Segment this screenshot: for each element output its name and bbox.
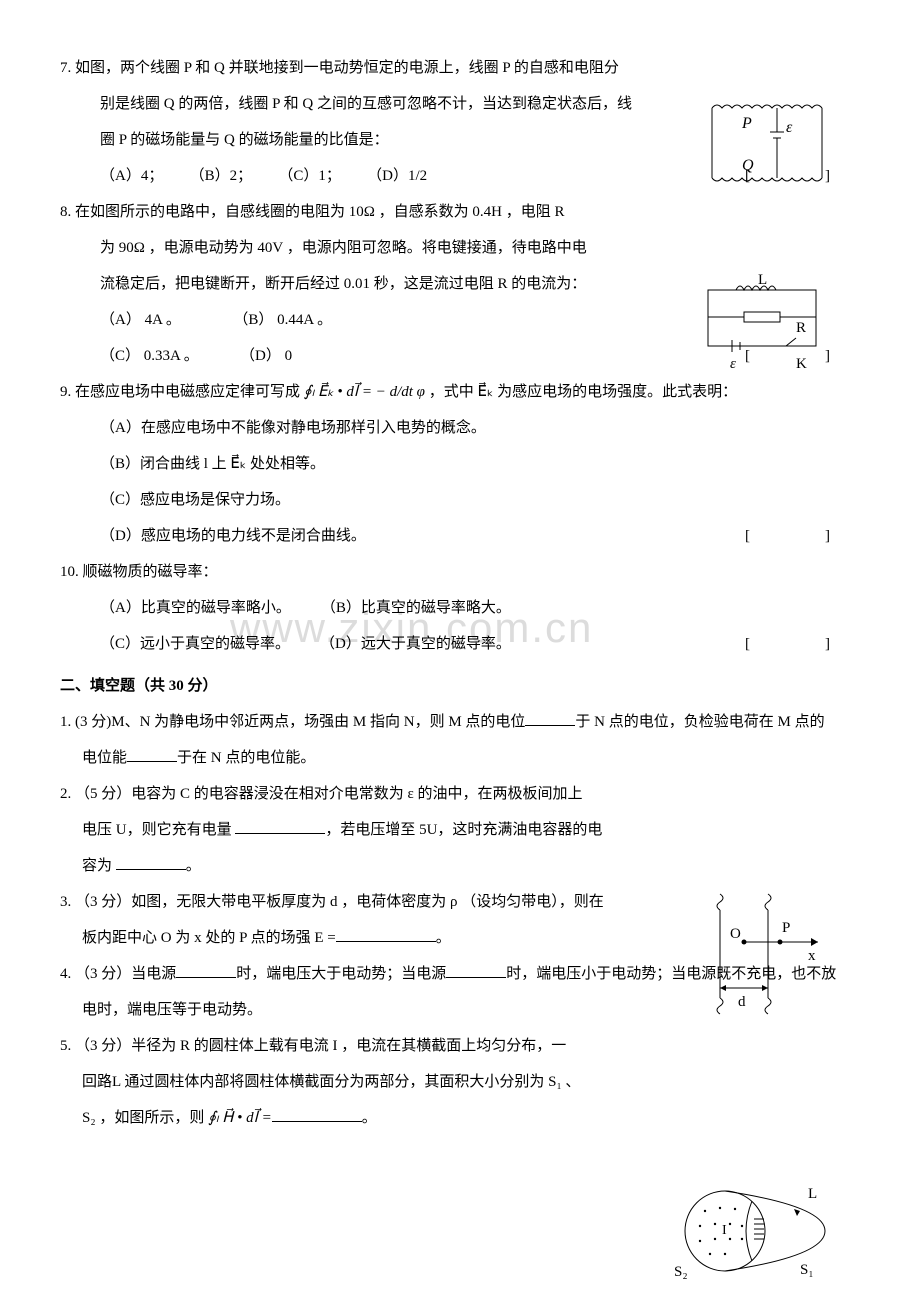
f5-figure: I L S₁ S₂	[670, 1176, 840, 1286]
q9-line1b: ，式中 E⃗ₖ 为感应电场的电场强度。此式表明：	[429, 384, 737, 400]
f1-num: 1.	[60, 714, 71, 730]
f5-num: 5.	[60, 1038, 71, 1054]
f4-a: （3 分）当电源	[75, 966, 176, 982]
f3-fig-d: d	[738, 994, 746, 1010]
q7-opt-a: （A）4；	[100, 168, 163, 184]
f5-c: S₂ ，如图所示，则	[82, 1110, 204, 1126]
q7-opt-b: （B）2；	[190, 168, 253, 184]
q7-opt-d: （D）1/2	[367, 168, 427, 184]
f1-a: (3 分)M、N 为静电场中邻近两点，场强由 M 指向 N，则 M 点的电位	[75, 714, 525, 730]
q8-figure: L R K ε	[696, 272, 836, 382]
q10-opt-c: （C）远小于真空的磁导率。	[100, 636, 290, 652]
f1-row2: 电位能 于在 N 点的电位能。	[60, 740, 860, 776]
q9-opt-b: （B）闭合曲线 l 上 E⃗ₖ 处处相等。	[60, 446, 860, 482]
q9-bracket: [ ]	[745, 518, 860, 554]
f2-e: 。	[186, 858, 201, 874]
f5-fig-s2: S₂	[674, 1264, 688, 1280]
q7-num: 7.	[60, 60, 71, 76]
q8-fig-l: L	[758, 272, 767, 288]
f2-blank2[interactable]	[116, 854, 186, 871]
q8-opt-c: （C） 0.33A 。	[100, 348, 199, 364]
f1-d: 于在 N 点的电位能。	[177, 750, 315, 766]
q10-num: 10.	[60, 564, 79, 580]
f1-b: 于 N 点的电位，负检验电荷在 M 点的	[575, 714, 824, 730]
f1-blank2[interactable]	[127, 746, 177, 763]
q8-line2: 为 90Ω ，电源电动势为 40V ，电源内阻可忽略。将电键接通，待电路中电	[60, 230, 860, 266]
q7-line1: 如图，两个线圈 P 和 Q 并联地接到一电动势恒定的电源上，线圈 P 的自感和电…	[75, 60, 619, 76]
f4-blank2[interactable]	[446, 962, 506, 979]
f2-blank1[interactable]	[235, 818, 325, 835]
f5-d: 。	[362, 1110, 377, 1126]
f5-row3: S₂ ，如图所示，则 ∮ₗ H⃗ • dl⃗ = 。	[60, 1100, 860, 1136]
f2-row3: 容为 。	[60, 848, 860, 884]
f4-num: 4.	[60, 966, 71, 982]
page-content: 7. 如图，两个线圈 P 和 Q 并联地接到一电动势恒定的电源上，线圈 P 的自…	[60, 50, 860, 1136]
q10-line1: 顺磁物质的磁导率：	[83, 564, 218, 580]
q9-num: 9.	[60, 384, 71, 400]
q9-formula: ∮ₗ E⃗ₖ • dl⃗ = − d/dt φ	[304, 384, 425, 400]
f2-d: 容为	[82, 858, 116, 874]
q8-opt-b: （B） 0.44A 。	[233, 312, 332, 328]
question-8: 8. 在如图所示的电路中，自感线圈的电阻为 10Ω ，自感系数为 0.4H ，电…	[60, 194, 860, 230]
f4-blank1[interactable]	[176, 962, 236, 979]
fill-2: 2. （5 分）电容为 C 的电容器浸没在相对介电常数为 ε 的油中，在两极板间…	[60, 776, 860, 812]
q9-opt-a: （A）在感应电场中不能像对静电场那样引入电势的概念。	[60, 410, 860, 446]
q7-figure: P ε Q	[702, 100, 832, 186]
f3-blank[interactable]	[336, 926, 436, 943]
f3-fig-o: O	[730, 926, 741, 942]
q10-opt-a: （A）比真空的磁导率略小。	[100, 600, 291, 616]
q8-opt-a: （A） 4A 。	[100, 312, 181, 328]
f5-formula: ∮ₗ H⃗ • dl⃗ =	[208, 1110, 272, 1126]
question-10: 10. 顺磁物质的磁导率：	[60, 554, 860, 590]
q8-fig-emf: ε	[730, 356, 736, 372]
q10-bracket: [ ]	[745, 626, 860, 662]
f2-num: 2.	[60, 786, 71, 802]
f3-c: 。	[436, 930, 451, 946]
q8-line1: 在如图所示的电路中，自感线圈的电阻为 10Ω ，自感系数为 0.4H ，电阻 R	[75, 204, 565, 220]
q8-fig-k: K	[796, 356, 807, 372]
f1-blank1[interactable]	[525, 710, 575, 727]
q7-fig-q: Q	[742, 157, 754, 174]
fill-1: 1. (3 分)M、N 为静电场中邻近两点，场强由 M 指向 N，则 M 点的电…	[60, 704, 860, 740]
q10-opt-d: （D）远大于真空的磁导率。	[320, 636, 511, 652]
q8-fig-r: R	[796, 320, 806, 336]
f2-c: ，若电压增至 5U，这时充满油电容器的电	[325, 822, 602, 838]
f3-a: （3 分）如图，无限大带电平板厚度为 d ，电荷体密度为 ρ （设均匀带电），则…	[75, 894, 604, 910]
question-7: 7. 如图，两个线圈 P 和 Q 并联地接到一电动势恒定的电源上，线圈 P 的自…	[60, 50, 860, 86]
f4-b: 时，端电压大于电动势；当电源	[236, 966, 446, 982]
q9-optd-row: （D）感应电场的电力线不是闭合曲线。 [ ]	[60, 518, 860, 554]
f2-row2: 电压 U，则它充有电量 ，若电压增至 5U，这时充满油电容器的电	[60, 812, 860, 848]
f3-b: 板内距中心 O 为 x 处的 P 点的场强 E =	[82, 930, 336, 946]
f1-c: 电位能	[82, 750, 127, 766]
f2-b: 电压 U，则它充有电量	[82, 822, 235, 838]
q8-num: 8.	[60, 204, 71, 220]
q9-opt-c: （C）感应电场是保守力场。	[60, 482, 860, 518]
f3-figure: O P x d	[690, 888, 830, 1018]
f2-a: （5 分）电容为 C 的电容器浸没在相对介电常数为 ε 的油中，在两极板间加上	[75, 786, 583, 802]
q10-row1: （A）比真空的磁导率略小。 （B）比真空的磁导率略大。	[60, 590, 860, 626]
f3-fig-p: P	[782, 920, 790, 936]
f5-row2: 回路L 通过圆柱体内部将圆柱体横截面分为两部分，其面积大小分别为 S₁ 、	[60, 1064, 860, 1100]
f5-blank[interactable]	[272, 1106, 362, 1123]
q8-opt-d: （D） 0	[240, 348, 292, 364]
f3-fig-x: x	[808, 948, 816, 964]
q7-fig-emf: ε	[786, 119, 793, 136]
q7-fig-p: P	[741, 115, 752, 132]
q9-opt-d: （D）感应电场的电力线不是闭合曲线。	[100, 528, 366, 544]
section2-title: 二、填空题（共 30 分）	[60, 668, 860, 704]
f5-fig-s1: S₁	[800, 1262, 814, 1278]
f5-fig-i: I	[722, 1223, 727, 1238]
f5-fig-l: L	[808, 1186, 817, 1202]
f5-a: （3 分）半径为 R 的圆柱体上载有电流 I ，电流在其横截面上均匀分布，一	[75, 1038, 566, 1054]
q7-opt-c: （C）1；	[278, 168, 341, 184]
q9-line1a: 在感应电场中电磁感应定律可写成	[75, 384, 300, 400]
f3-num: 3.	[60, 894, 71, 910]
q10-opt-b: （B）比真空的磁导率略大。	[321, 600, 511, 616]
fill-5: 5. （3 分）半径为 R 的圆柱体上载有电流 I ，电流在其横截面上均匀分布，…	[60, 1028, 860, 1064]
q10-row2: （C）远小于真空的磁导率。 （D）远大于真空的磁导率。 [ ]	[60, 626, 860, 662]
